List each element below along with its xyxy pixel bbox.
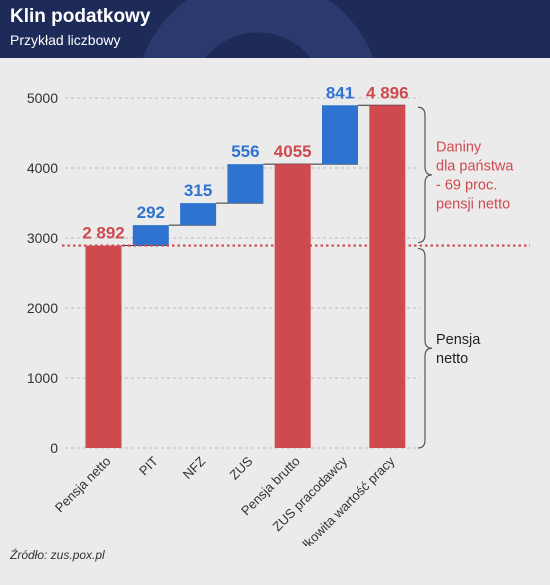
data-label: 292 bbox=[137, 203, 165, 222]
y-tick-label: 1000 bbox=[27, 370, 58, 386]
y-tick-label: 0 bbox=[50, 440, 58, 456]
logo-watermark-icon bbox=[142, 0, 374, 58]
header-banner: Klin podatkowy Przykład liczbowy bbox=[0, 0, 550, 58]
y-tick-label: 5000 bbox=[27, 90, 58, 106]
waterfall-chart: 0 1000 2000 3000 4000 5000 2 892 292 315 556 4055 8… bbox=[27, 83, 530, 546]
data-label: 556 bbox=[231, 142, 259, 161]
source-note: Źródło: zus.pox.pl bbox=[10, 548, 105, 562]
annotation-text: Daniny bbox=[436, 139, 482, 155]
increment-bar bbox=[322, 105, 358, 165]
x-category-label: PIT bbox=[136, 453, 161, 478]
page-subtitle: Przykład liczbowy bbox=[10, 32, 121, 48]
curly-brace bbox=[417, 106, 433, 244]
y-tick-label: 4000 bbox=[27, 160, 58, 176]
x-category-label: NFZ bbox=[180, 453, 209, 482]
increment-bar bbox=[180, 203, 217, 226]
total-bar bbox=[85, 245, 122, 448]
data-label: 315 bbox=[184, 181, 212, 200]
annotation-text: Pensja bbox=[436, 332, 481, 348]
page-title: Klin podatkowy bbox=[10, 6, 151, 27]
y-tick-label: 2000 bbox=[27, 300, 58, 316]
data-label: 2 892 bbox=[82, 224, 125, 243]
x-category-label: Pensja netto bbox=[52, 454, 114, 516]
increment-bar bbox=[227, 164, 264, 204]
y-tick-label: 3000 bbox=[27, 230, 58, 246]
annotation-text: - 69 proc. bbox=[436, 177, 497, 193]
data-label: 4055 bbox=[274, 142, 312, 161]
annotation-text: pensji netto bbox=[436, 196, 510, 212]
curly-brace bbox=[417, 247, 433, 449]
total-bar bbox=[274, 164, 311, 448]
x-category-label: ZUS bbox=[227, 453, 256, 482]
increment-bar bbox=[132, 225, 169, 246]
annotation-text: dla państwa bbox=[436, 158, 514, 174]
data-label: 841 bbox=[326, 83, 354, 102]
total-bar bbox=[369, 105, 406, 448]
data-label: 4 896 bbox=[366, 83, 409, 102]
annotation-text: netto bbox=[436, 351, 468, 367]
